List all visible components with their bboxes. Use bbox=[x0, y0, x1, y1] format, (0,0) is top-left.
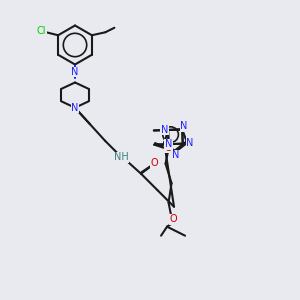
Text: N: N bbox=[172, 150, 180, 160]
Text: O: O bbox=[151, 158, 158, 168]
Text: N: N bbox=[186, 138, 194, 148]
Text: N: N bbox=[161, 125, 168, 135]
Text: N: N bbox=[165, 139, 172, 149]
Text: N: N bbox=[71, 67, 79, 77]
Text: O: O bbox=[164, 143, 172, 153]
Text: N: N bbox=[180, 122, 188, 131]
Text: O: O bbox=[169, 214, 177, 224]
Text: N: N bbox=[71, 103, 79, 113]
Text: Cl: Cl bbox=[37, 26, 46, 36]
Text: NH: NH bbox=[114, 152, 129, 162]
